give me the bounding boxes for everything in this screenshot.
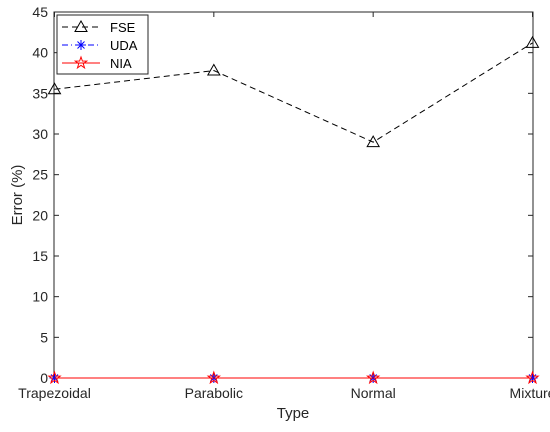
y-tick-label: 10	[32, 289, 48, 305]
series-fse	[47, 35, 540, 148]
legend: FSE UDA NIA	[56, 14, 149, 75]
legend-box	[56, 14, 149, 75]
data-point-fse	[525, 35, 540, 48]
x-tick-label: Parabolic	[185, 385, 243, 401]
y-tick-label: 15	[32, 248, 48, 264]
data-point-nia	[47, 370, 62, 385]
x-axis-title: Type	[277, 405, 310, 422]
x-tick-label: Normal	[351, 385, 396, 401]
series-layer	[47, 35, 540, 385]
data-point-fse	[47, 82, 62, 95]
series-nia	[47, 370, 540, 385]
y-tick-label: 35	[32, 85, 48, 101]
legend-label-nia: NIA	[110, 56, 132, 71]
legend-label-uda: UDA	[110, 38, 138, 53]
legend-label-fse: FSE	[110, 20, 136, 35]
data-point-fse	[206, 63, 221, 76]
y-tick-label: 5	[40, 329, 48, 345]
x-tick-label: Trapezoidal	[18, 385, 91, 401]
y-tick-label: 45	[32, 4, 48, 20]
legend-marker-uda	[76, 40, 86, 50]
legend-marker-nia	[73, 55, 89, 70]
data-point-nia	[366, 370, 381, 385]
y-axis-title: Error (%)	[9, 165, 26, 226]
x-tick-label: Mixture	[510, 385, 550, 401]
data-point-fse	[366, 135, 381, 148]
y-tick-label: 20	[32, 207, 48, 223]
data-point-nia	[525, 370, 540, 385]
y-tick-label: 0	[40, 370, 48, 386]
y-tick-label: 25	[32, 167, 48, 183]
data-point-nia	[206, 370, 221, 385]
y-tick-label: 30	[32, 126, 48, 142]
y-tick-label: 40	[32, 45, 48, 61]
legend-marker-fse	[74, 19, 88, 32]
series-line-fse	[54, 42, 533, 143]
x-axis: Trapezoidal Parabolic Normal Mixture	[18, 12, 550, 401]
y-axis: 0 5 10 15 20 25 30 35 40 45	[32, 4, 533, 386]
